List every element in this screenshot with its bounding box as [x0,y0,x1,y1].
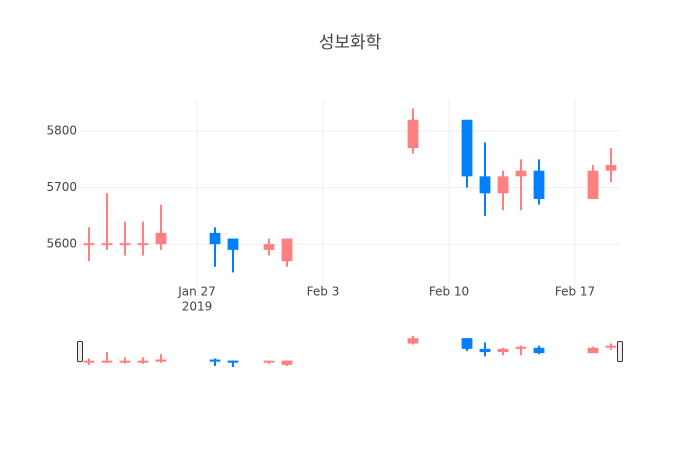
chart-title: 성보화학 [319,33,382,53]
candle-body [263,360,275,363]
x-tick-label: Feb 17 [555,285,595,299]
candle-body [533,347,545,354]
candle-body [209,359,221,362]
candle-body [263,244,275,250]
candle-body [137,360,149,363]
candle-body [137,243,149,246]
candle-body [479,348,491,353]
candle-body [533,170,545,199]
x-tick-label: Jan 27 [177,285,216,299]
candle-body [497,348,509,353]
candle-body [155,232,167,245]
candle-body [119,360,131,363]
candle-body [497,176,509,194]
candle-body [605,165,617,171]
x-tick-label: Feb 10 [429,285,469,299]
candle-body [101,243,113,246]
x-tick-sublabel: 2019 [182,300,213,314]
candle-body [83,243,95,246]
candle-body [587,170,599,199]
candle-body [479,176,491,194]
candle-body [515,170,527,177]
candle-body [605,345,617,348]
candle-body [119,243,131,246]
y-tick-label: 5700 [46,180,77,194]
y-tick-label: 5800 [46,124,77,138]
candle-body [407,119,419,149]
candle-body [587,347,599,354]
candle-body [407,338,419,344]
candle-body [515,346,527,349]
y-tick-label: 5600 [46,237,77,251]
candle-body [83,360,95,363]
candle-body [281,238,293,262]
range-slider-handle[interactable] [77,341,83,362]
range-slider-handle[interactable] [617,341,623,362]
candle-body [461,338,473,349]
candle-body [461,119,473,177]
candle-body [155,359,167,362]
range-slider[interactable] [80,333,620,370]
candle-body [209,232,221,245]
x-tick-label: Feb 3 [307,285,340,299]
candle-body [227,360,239,363]
candle-body [281,360,293,365]
candle-body [101,360,113,363]
candle-body [227,238,239,250]
